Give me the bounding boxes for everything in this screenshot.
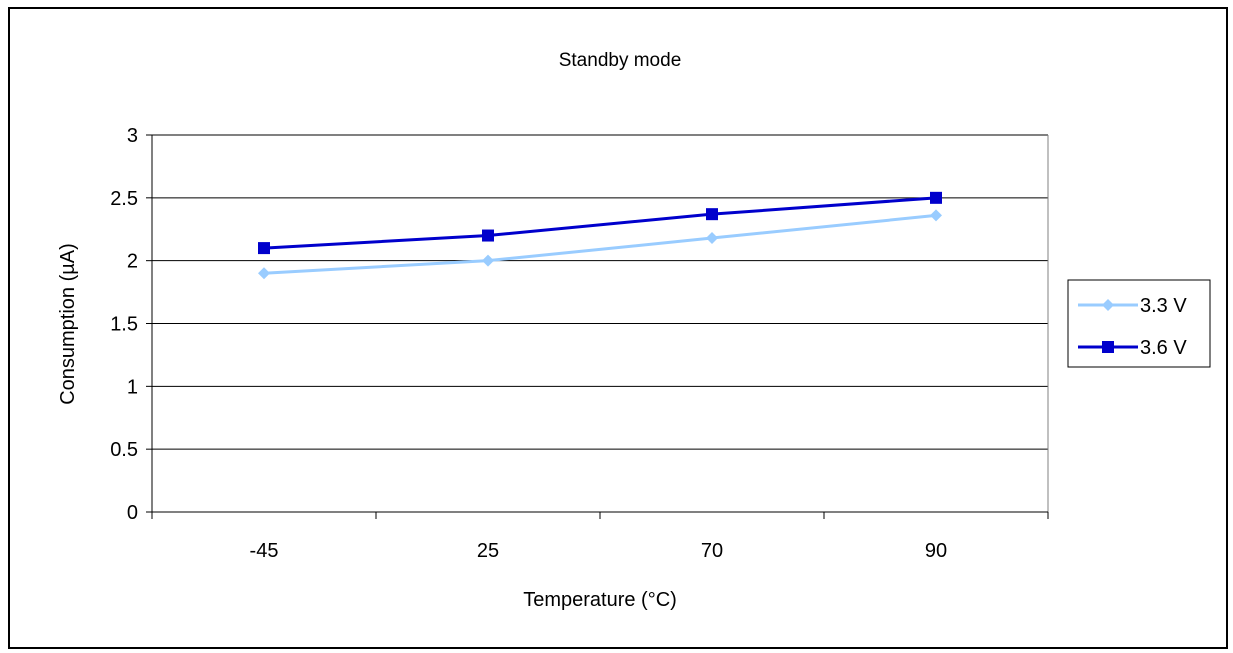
axes: 0 0.5 1 1.5 2 2.5 3 -45 25 70 90 xyxy=(110,125,1049,562)
series-line-1 xyxy=(263,196,937,250)
legend: 3.3 V 3.6 V xyxy=(1067,279,1211,368)
legend-label-0: 3.3 V xyxy=(1140,295,1187,317)
data-point-1-0 xyxy=(258,242,270,255)
y-tick-label: 0.5 xyxy=(110,439,138,461)
data-point-1-3 xyxy=(930,191,942,204)
series-lines xyxy=(258,191,942,280)
x-tick-label: -45 xyxy=(250,540,279,562)
x-tick-label: 90 xyxy=(925,540,947,562)
series-0 xyxy=(258,209,942,280)
data-point-0-3 xyxy=(930,209,942,222)
x-tick-label: 25 xyxy=(477,540,499,562)
y-tick-label: 0 xyxy=(127,502,138,524)
legend-marker-0 xyxy=(1102,299,1114,311)
series-1 xyxy=(258,191,942,255)
data-point-0-1 xyxy=(482,254,494,267)
legend-label-1: 3.6 V xyxy=(1140,337,1187,359)
y-tick-label: 2.5 xyxy=(110,188,138,210)
y-tick-label: 2 xyxy=(127,251,138,273)
chart-frame xyxy=(8,7,1228,649)
legend-marker-1 xyxy=(1102,341,1114,353)
y-tick-label: 3 xyxy=(127,125,138,147)
series-line-0 xyxy=(263,213,937,275)
chart-title: Standby mode xyxy=(559,50,682,71)
data-point-1-1 xyxy=(482,229,494,242)
y-tick-label: 1.5 xyxy=(110,314,138,336)
y-axis-label: Consumption (µA) xyxy=(57,243,79,405)
grid-lines xyxy=(152,134,1049,512)
legend-box xyxy=(1067,279,1211,368)
x-axis-label: Temperature (°C) xyxy=(523,589,677,611)
data-point-0-2 xyxy=(706,232,718,245)
data-point-0-0 xyxy=(258,267,270,280)
y-tick-label: 1 xyxy=(127,376,138,398)
data-point-1-2 xyxy=(706,208,718,221)
x-tick-label: 70 xyxy=(701,540,723,562)
